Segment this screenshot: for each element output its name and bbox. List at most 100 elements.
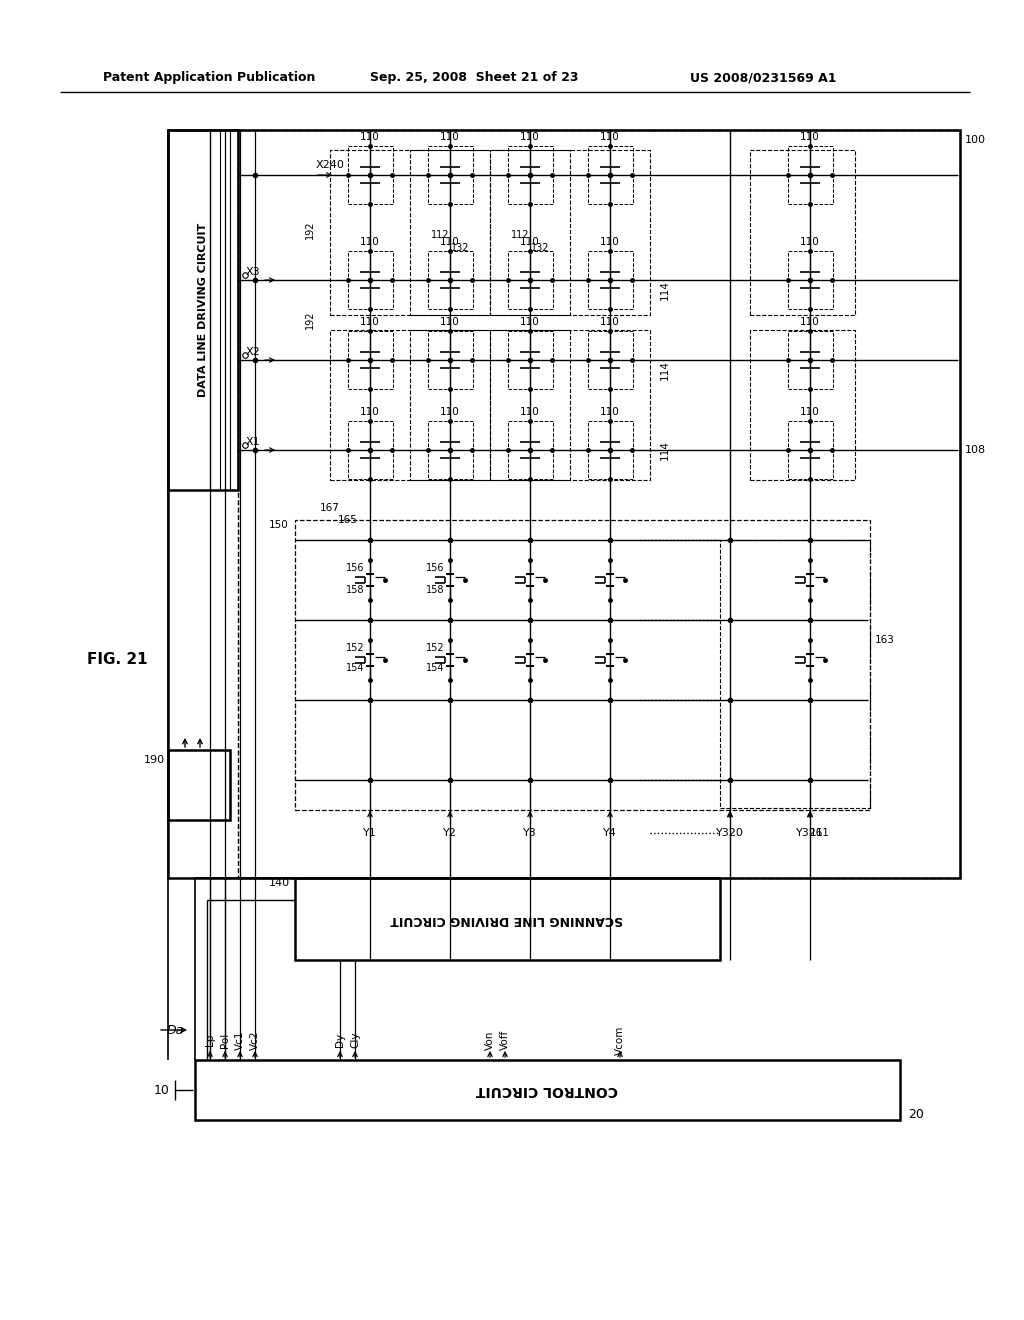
Bar [428, 421, 473, 479]
Text: Vc2: Vc2 [250, 1030, 260, 1049]
Bar [295, 878, 720, 960]
Text: X240: X240 [315, 160, 344, 170]
Text: Patent Application Publication: Patent Application Publication [103, 71, 315, 84]
Text: 110: 110 [360, 407, 380, 417]
Text: Vc1: Vc1 [234, 1030, 245, 1049]
Bar [330, 330, 490, 480]
Text: Y3: Y3 [523, 828, 537, 838]
Bar [720, 540, 870, 808]
Text: 165: 165 [338, 515, 357, 525]
Text: 114: 114 [660, 440, 670, 459]
Text: X3: X3 [246, 267, 260, 277]
Bar [788, 421, 833, 479]
Bar [428, 147, 473, 205]
Bar [195, 1060, 900, 1119]
Text: X2: X2 [246, 347, 260, 356]
Text: 140: 140 [269, 878, 290, 888]
Text: Y320: Y320 [716, 828, 744, 838]
Text: 156: 156 [426, 564, 444, 573]
Text: Sep. 25, 2008  Sheet 21 of 23: Sep. 25, 2008 Sheet 21 of 23 [370, 71, 579, 84]
Text: CONTROL CIRCUIT: CONTROL CIRCUIT [476, 1082, 618, 1097]
Text: 132: 132 [530, 243, 549, 253]
Text: X1: X1 [246, 437, 260, 447]
Text: US 2008/0231569 A1: US 2008/0231569 A1 [690, 71, 837, 84]
Bar [428, 331, 473, 389]
Text: 167: 167 [319, 503, 340, 513]
Text: 154: 154 [426, 663, 444, 673]
Text: Y1: Y1 [364, 828, 377, 838]
Text: 158: 158 [426, 585, 444, 595]
Text: 110: 110 [520, 317, 540, 327]
Text: 156: 156 [346, 564, 365, 573]
Text: 152: 152 [346, 643, 365, 653]
Bar [168, 129, 238, 490]
Text: 110: 110 [520, 238, 540, 247]
Text: 152: 152 [426, 643, 444, 653]
Text: DATA LINE DRIVING CIRCUIT: DATA LINE DRIVING CIRCUIT [198, 223, 208, 397]
Text: 110: 110 [440, 132, 460, 143]
Bar [348, 331, 393, 389]
Text: 110: 110 [440, 317, 460, 327]
Text: 110: 110 [600, 238, 620, 247]
Bar [588, 331, 633, 389]
Bar [490, 330, 650, 480]
Text: 110: 110 [440, 238, 460, 247]
Text: Y4: Y4 [603, 828, 616, 838]
Bar [428, 251, 473, 309]
Bar [588, 421, 633, 479]
Text: 100: 100 [965, 135, 986, 145]
Text: 110: 110 [520, 407, 540, 417]
Text: 161: 161 [810, 828, 829, 838]
Bar [348, 251, 393, 309]
Text: Da: Da [166, 1023, 183, 1036]
Text: 110: 110 [520, 132, 540, 143]
Text: Lp: Lp [205, 1034, 215, 1047]
Text: 110: 110 [600, 132, 620, 143]
Text: 110: 110 [800, 407, 820, 417]
Text: 110: 110 [360, 132, 380, 143]
Text: 190: 190 [144, 755, 165, 766]
Bar [295, 520, 870, 810]
Text: 163: 163 [874, 635, 895, 645]
Text: 110: 110 [360, 317, 380, 327]
Text: Von: Von [485, 1031, 495, 1049]
Bar [168, 750, 230, 820]
Text: Pol: Pol [220, 1032, 230, 1048]
Text: 110: 110 [600, 407, 620, 417]
Text: SCANNING LINE DRIVING CIRCUIT: SCANNING LINE DRIVING CIRCUIT [390, 912, 624, 925]
Bar [238, 129, 961, 878]
Text: Dy: Dy [335, 1034, 345, 1047]
Bar [588, 147, 633, 205]
Bar [348, 147, 393, 205]
Text: 110: 110 [800, 132, 820, 143]
Bar [788, 147, 833, 205]
Text: Y2: Y2 [443, 828, 457, 838]
Text: 110: 110 [800, 238, 820, 247]
Text: 110: 110 [600, 317, 620, 327]
Text: 110: 110 [800, 317, 820, 327]
Text: 192: 192 [305, 310, 315, 329]
Text: 150: 150 [269, 520, 289, 531]
Text: FIG. 21: FIG. 21 [87, 652, 147, 668]
Text: Cly: Cly [350, 1032, 360, 1048]
Text: 114: 114 [660, 360, 670, 380]
Text: 154: 154 [346, 663, 365, 673]
Text: 10: 10 [155, 1084, 170, 1097]
Bar [750, 150, 855, 315]
Bar [788, 251, 833, 309]
Bar [348, 421, 393, 479]
Bar [508, 421, 553, 479]
Text: 114: 114 [660, 280, 670, 300]
Text: 20: 20 [908, 1109, 924, 1122]
Text: 132: 132 [451, 243, 469, 253]
Text: 110: 110 [440, 407, 460, 417]
Bar [508, 251, 553, 309]
Bar [508, 147, 553, 205]
Bar [168, 129, 961, 878]
Text: Vcom: Vcom [615, 1026, 625, 1055]
Text: Y321: Y321 [796, 828, 824, 838]
Bar [750, 330, 855, 480]
Bar [330, 150, 490, 315]
Bar [410, 330, 570, 480]
Text: 112: 112 [511, 230, 529, 240]
